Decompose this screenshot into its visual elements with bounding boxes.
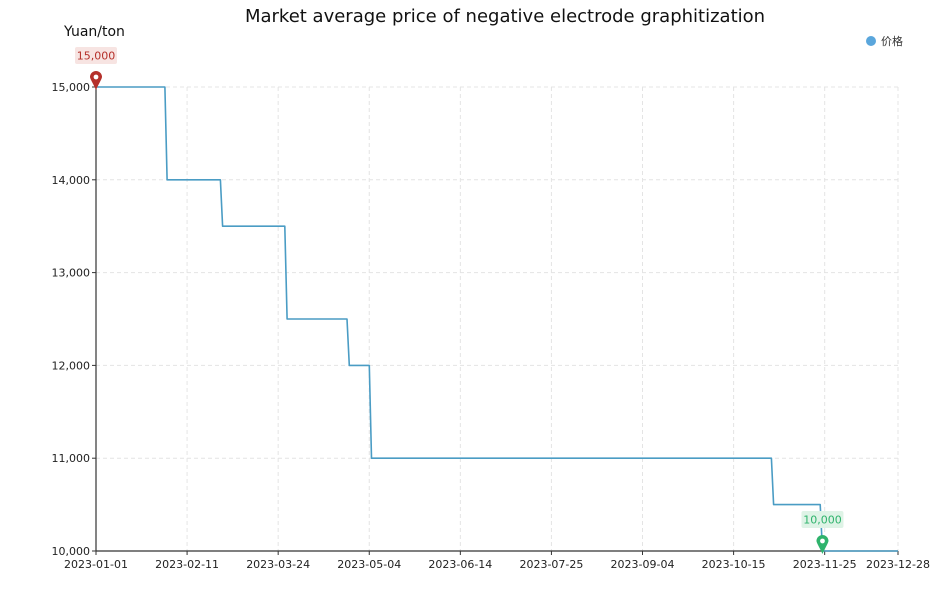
- x-tick-label-4: 2023-06-14: [428, 558, 492, 571]
- series-line-0: [96, 86, 898, 552]
- x-tick-label-9: 2023-12-28: [866, 558, 930, 571]
- y-axis-unit-label: Yuan/ton: [64, 24, 125, 40]
- y-tick-label-2: 12,000: [52, 359, 91, 372]
- min-pin-dot: [820, 538, 825, 544]
- x-tick-label-2: 2023-03-24: [246, 558, 310, 571]
- legend[interactable]: 价格: [866, 33, 903, 49]
- max-pin-dot: [93, 74, 99, 80]
- min-label-box: [801, 511, 844, 528]
- legend-label: 价格: [881, 35, 903, 48]
- x-tick-label-1: 2023-02-11: [155, 558, 219, 571]
- x-tick-label-7: 2023-10-15: [702, 558, 766, 571]
- x-tick-label-0: 2023-01-01: [64, 558, 128, 571]
- min-marker: 10,000: [801, 511, 844, 554]
- y-tick-label-4: 14,000: [52, 174, 91, 187]
- y-tick-label-1: 11,000: [52, 452, 91, 465]
- max-label: 15,000: [77, 50, 116, 63]
- y-tick-label-0: 10,000: [52, 545, 91, 558]
- max-pin: [90, 71, 102, 90]
- min-label: 10,000: [803, 514, 842, 527]
- x-tick-label-6: 2023-09-04: [611, 558, 675, 571]
- chart-title: Market average price of negative electro…: [244, 6, 766, 27]
- y-tick-label-5: 15,000: [52, 81, 91, 94]
- x-tick-label-3: 2023-05-04: [337, 558, 401, 571]
- x-tick-label-8: 2023-11-25: [793, 558, 857, 571]
- min-pin: [816, 535, 829, 554]
- x-tick-label-5: 2023-07-25: [519, 558, 583, 571]
- legend-swatch: [866, 36, 876, 46]
- max-marker: 15,000: [75, 47, 117, 90]
- max-label-box: [75, 47, 117, 64]
- y-tick-label-3: 13,000: [52, 267, 91, 280]
